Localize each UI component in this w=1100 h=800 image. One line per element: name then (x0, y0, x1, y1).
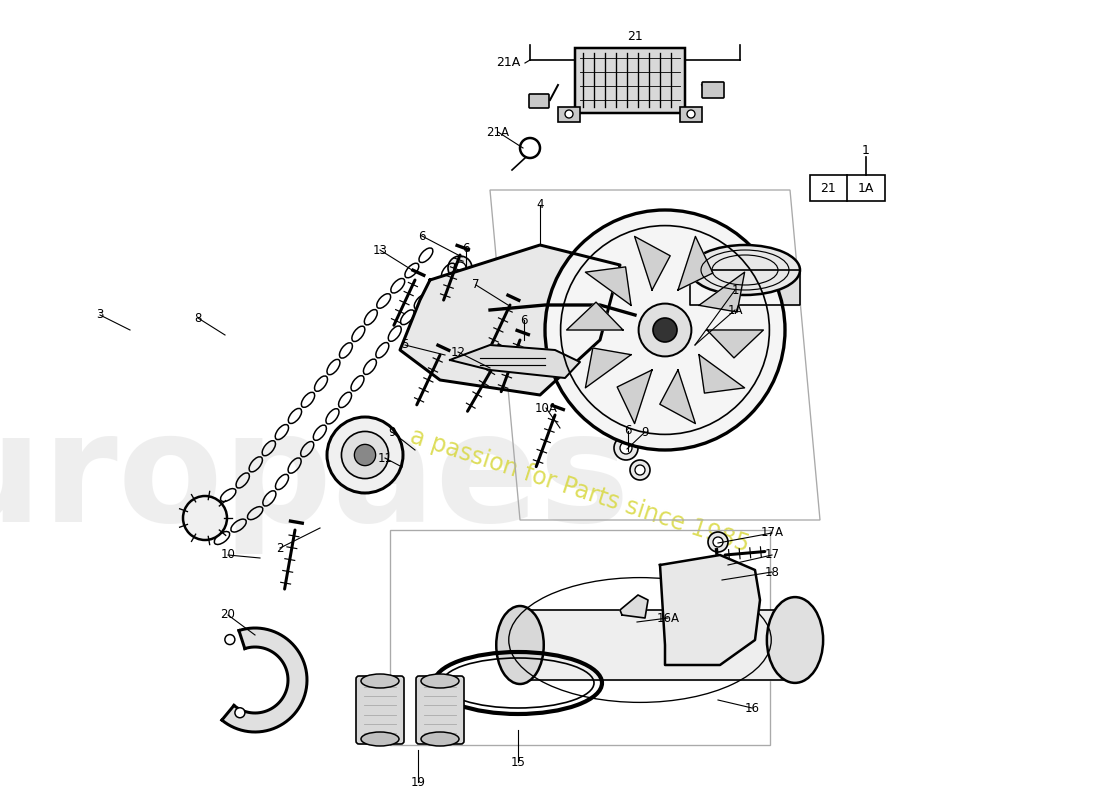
Text: 15: 15 (510, 755, 526, 769)
Circle shape (183, 496, 227, 540)
Circle shape (565, 110, 573, 118)
FancyBboxPatch shape (558, 107, 580, 122)
Polygon shape (690, 270, 800, 305)
Text: 17: 17 (764, 549, 780, 562)
Text: 4: 4 (537, 198, 543, 211)
Text: 6: 6 (462, 242, 470, 254)
Polygon shape (566, 302, 623, 330)
Text: 19: 19 (410, 775, 426, 789)
Polygon shape (617, 370, 652, 423)
Polygon shape (520, 610, 795, 680)
Polygon shape (678, 237, 713, 290)
Text: 21: 21 (821, 182, 836, 194)
Circle shape (354, 444, 375, 466)
Circle shape (224, 634, 235, 645)
Polygon shape (450, 345, 580, 378)
Text: 2: 2 (276, 542, 284, 554)
Polygon shape (620, 595, 648, 618)
Ellipse shape (421, 674, 459, 688)
Circle shape (710, 565, 730, 585)
Text: 1: 1 (862, 143, 870, 157)
Polygon shape (660, 370, 695, 423)
Circle shape (544, 210, 785, 450)
Text: 3: 3 (97, 309, 103, 322)
Text: europaes: europaes (0, 406, 630, 554)
Circle shape (653, 318, 676, 342)
Ellipse shape (421, 732, 459, 746)
Text: 21: 21 (627, 30, 642, 43)
FancyBboxPatch shape (810, 175, 886, 201)
Text: 10: 10 (221, 549, 235, 562)
Polygon shape (222, 628, 307, 732)
Text: 18: 18 (764, 566, 780, 578)
Polygon shape (698, 354, 745, 393)
Text: 13: 13 (373, 243, 387, 257)
Text: 9: 9 (388, 426, 396, 438)
Text: 16: 16 (745, 702, 759, 714)
Circle shape (715, 570, 725, 580)
Circle shape (614, 436, 638, 460)
Text: 6: 6 (520, 314, 528, 326)
Circle shape (448, 256, 472, 280)
FancyBboxPatch shape (356, 676, 404, 744)
Text: 17A: 17A (760, 526, 783, 539)
FancyBboxPatch shape (529, 94, 549, 108)
Circle shape (630, 460, 650, 480)
Text: 11: 11 (377, 451, 393, 465)
Text: 1A: 1A (727, 303, 742, 317)
Ellipse shape (767, 597, 823, 683)
Ellipse shape (690, 245, 800, 295)
Ellipse shape (361, 732, 399, 746)
FancyBboxPatch shape (702, 82, 724, 98)
Text: 16A: 16A (657, 611, 680, 625)
Text: 6: 6 (418, 230, 426, 242)
Polygon shape (707, 330, 763, 358)
Text: 5: 5 (402, 338, 409, 351)
Text: 21A: 21A (486, 126, 509, 138)
Circle shape (327, 417, 403, 493)
Circle shape (635, 465, 645, 475)
FancyBboxPatch shape (416, 676, 464, 744)
Ellipse shape (496, 606, 543, 684)
Text: 9: 9 (641, 426, 649, 438)
Text: 10A: 10A (535, 402, 558, 414)
Text: 7: 7 (472, 278, 480, 291)
Circle shape (688, 110, 695, 118)
Ellipse shape (361, 674, 399, 688)
Text: 12: 12 (451, 346, 465, 358)
Polygon shape (585, 267, 631, 306)
Circle shape (341, 431, 388, 478)
Circle shape (620, 442, 632, 454)
Circle shape (713, 537, 723, 547)
Polygon shape (400, 245, 620, 395)
Text: 20: 20 (221, 609, 235, 622)
Text: 1A: 1A (858, 182, 874, 194)
Polygon shape (585, 348, 631, 388)
Circle shape (235, 708, 245, 718)
Polygon shape (660, 555, 760, 665)
Circle shape (639, 303, 692, 357)
Polygon shape (698, 272, 745, 312)
FancyBboxPatch shape (575, 48, 685, 113)
Text: 21A: 21A (496, 57, 520, 70)
FancyBboxPatch shape (680, 107, 702, 122)
Polygon shape (635, 237, 670, 290)
Text: 1: 1 (732, 283, 739, 297)
Circle shape (454, 262, 466, 274)
Circle shape (708, 532, 728, 552)
Text: 6: 6 (625, 425, 631, 438)
Text: 8: 8 (195, 311, 201, 325)
Text: a passion for Parts since 1985: a passion for Parts since 1985 (407, 424, 752, 556)
